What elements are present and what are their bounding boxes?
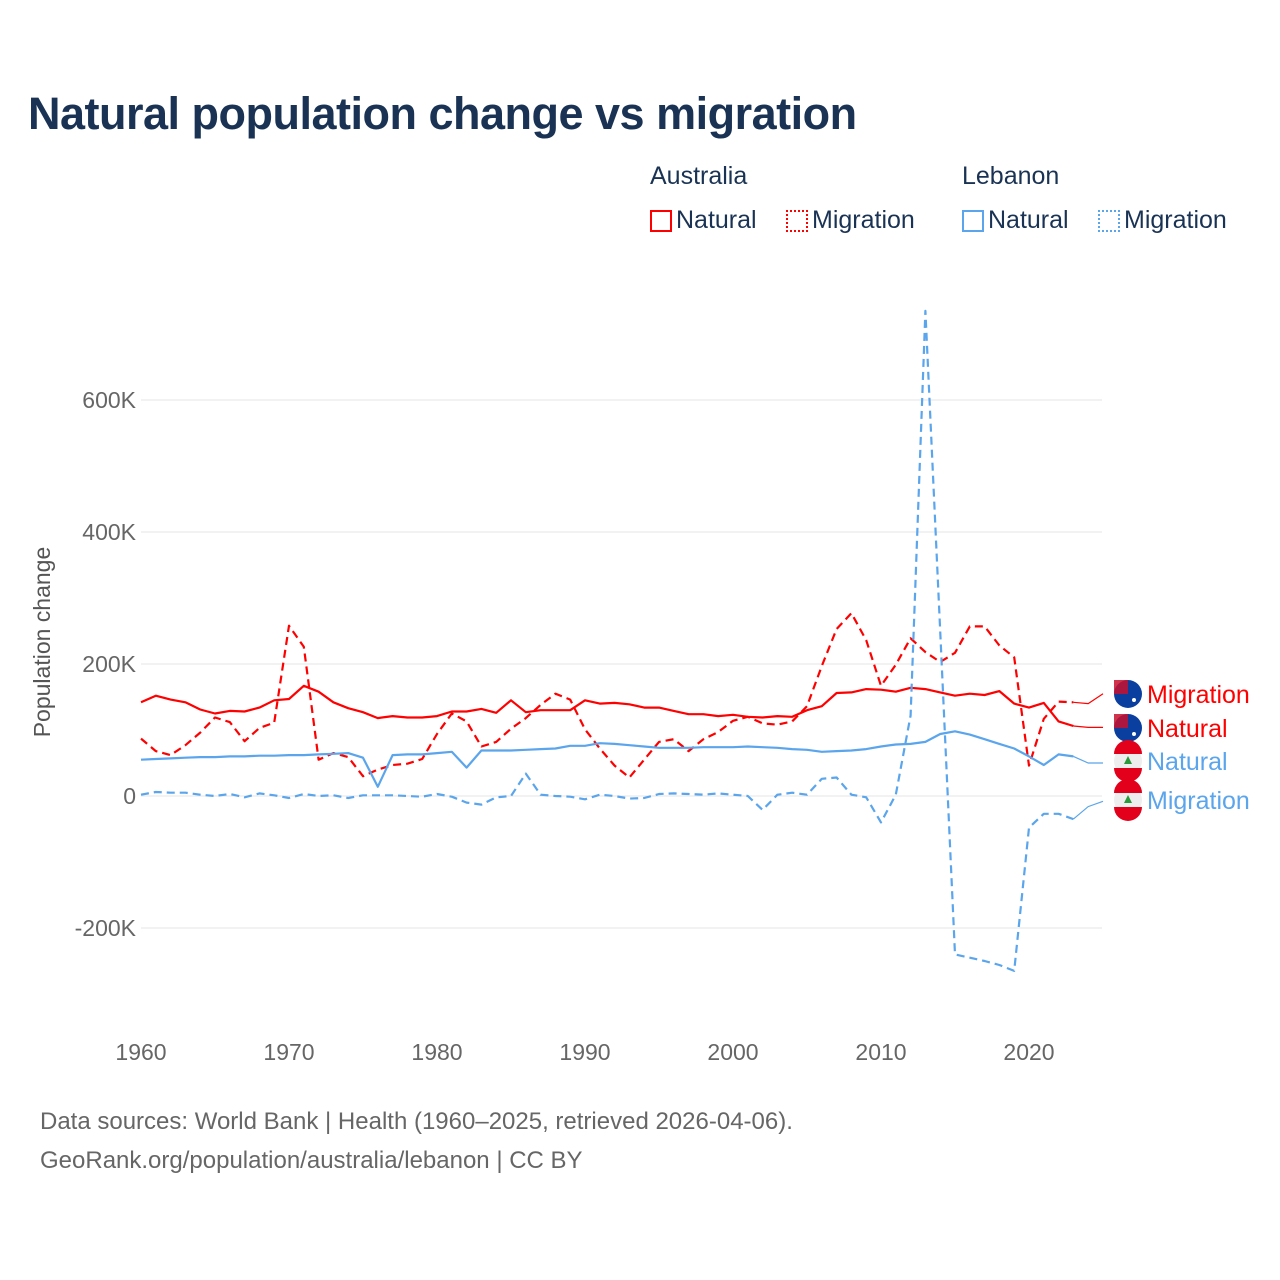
end-label: Natural bbox=[1114, 740, 1228, 782]
series-tail bbox=[1073, 693, 1104, 705]
x-tick-label: 1990 bbox=[559, 1039, 610, 1065]
x-tick-label: 1960 bbox=[115, 1039, 166, 1065]
y-tick-label: 0 bbox=[123, 783, 136, 809]
x-tick-label: 2010 bbox=[855, 1039, 906, 1065]
y-tick-label: 400K bbox=[82, 519, 136, 545]
legend-label: Migration bbox=[1124, 206, 1227, 234]
legend-label: Natural bbox=[676, 206, 757, 234]
flag-stripe bbox=[1114, 779, 1142, 793]
legend-swatch-dotted bbox=[1098, 209, 1120, 232]
series-line-lebanon-natural bbox=[140, 730, 1074, 788]
y-axis-label: Population change bbox=[29, 547, 55, 738]
end-label: Natural bbox=[1114, 714, 1228, 743]
legend-swatch-solid bbox=[962, 209, 984, 232]
flag-star bbox=[1132, 698, 1136, 702]
legend-au-migration[interactable]: Migration bbox=[786, 206, 915, 235]
legend-swatch-dotted bbox=[786, 209, 808, 232]
legend-label: Natural bbox=[988, 206, 1069, 234]
end-label: Migration bbox=[1114, 680, 1250, 709]
source-link[interactable]: GeoRank.org/population/australia/lebanon… bbox=[40, 1147, 583, 1174]
legend-swatch-solid bbox=[650, 209, 672, 232]
series-line-australia-migration bbox=[140, 612, 1074, 779]
y-tick-label: 600K bbox=[82, 387, 136, 413]
legend-group-lebanon: Lebanon bbox=[962, 162, 1060, 190]
series-end-label: Migration bbox=[1147, 681, 1250, 709]
end-label: Migration bbox=[1114, 779, 1250, 821]
cedar bbox=[1124, 795, 1132, 803]
series-end-label: Natural bbox=[1147, 715, 1228, 743]
x-tick-label: 2020 bbox=[1003, 1039, 1054, 1065]
series-line-australia-natural bbox=[140, 684, 1074, 728]
series-end-label: Natural bbox=[1147, 748, 1228, 776]
x-tick-label: 2000 bbox=[707, 1039, 758, 1065]
legend-au-natural[interactable]: Natural bbox=[650, 206, 757, 235]
flag-stripe bbox=[1114, 768, 1142, 782]
legend-label: Migration bbox=[812, 206, 915, 234]
flag-stripe bbox=[1114, 740, 1142, 754]
series-end-label: Migration bbox=[1147, 787, 1250, 815]
flag-star bbox=[1132, 732, 1136, 736]
chart-title: Natural population change vs migration bbox=[28, 88, 857, 139]
legend-lb-migration[interactable]: Migration bbox=[1098, 206, 1227, 235]
flag-stripe bbox=[1114, 807, 1142, 821]
series-tail bbox=[1073, 725, 1103, 729]
flag-canton bbox=[1114, 680, 1128, 694]
legend-lb-natural[interactable]: Natural bbox=[962, 206, 1069, 235]
series-tail bbox=[1073, 755, 1103, 764]
source-note: Data sources: World Bank | Health (1960–… bbox=[40, 1108, 793, 1135]
y-tick-label: 200K bbox=[82, 651, 136, 677]
y-tick-label: -200K bbox=[75, 915, 137, 941]
series-line-lebanon-migration bbox=[140, 309, 1074, 973]
flag-canton bbox=[1114, 714, 1128, 728]
line-chart: -200K 0 200K 400K 600K 1960 1970 1980 1990 2000 20… bbox=[29, 309, 1250, 1065]
x-tick-label: 1970 bbox=[263, 1039, 314, 1065]
cedar bbox=[1124, 756, 1132, 764]
series-tail bbox=[1073, 800, 1104, 820]
x-tick-label: 1980 bbox=[411, 1039, 462, 1065]
legend-group-australia: Australia bbox=[650, 162, 748, 190]
